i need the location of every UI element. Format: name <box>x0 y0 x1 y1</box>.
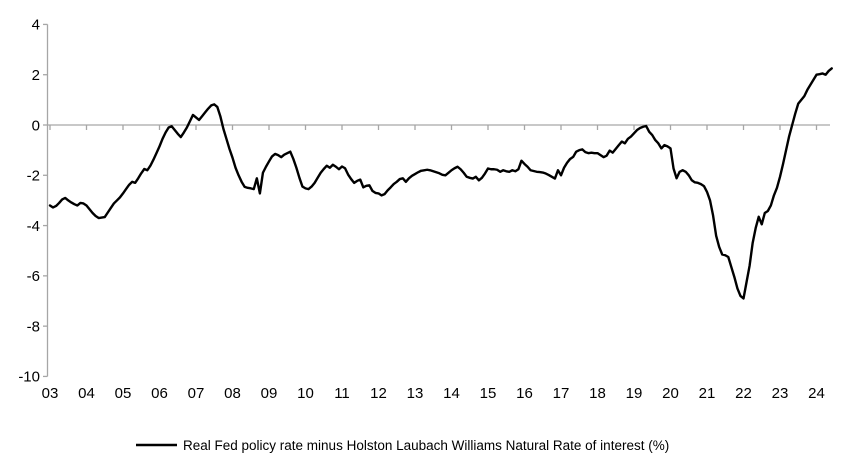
x-tick-label: 18 <box>589 385 606 402</box>
y-tick-label: 0 <box>32 117 40 134</box>
x-tick-label: 06 <box>151 385 168 402</box>
x-tick-label: 03 <box>42 385 59 402</box>
y-tick-label: -2 <box>27 168 40 185</box>
x-tick-label: 17 <box>553 385 570 402</box>
x-tick-label: 12 <box>370 385 387 402</box>
x-tick-label: 08 <box>224 385 241 402</box>
x-tick-label: 23 <box>772 385 789 402</box>
y-tick-label: -6 <box>27 268 40 285</box>
x-axis: 03 04 05 06 07 08 09 10 11 12 13 14 15 16 17 18 19 20 21 22… <box>42 125 825 402</box>
x-tick-label: 07 <box>188 385 205 402</box>
x-tick-label: 14 <box>443 385 460 402</box>
x-tick-label: 11 <box>334 385 350 402</box>
x-tick-label: 10 <box>297 385 314 402</box>
legend: Real Fed policy rate minus Holston Lauba… <box>136 438 669 453</box>
x-tick-label: 20 <box>662 385 679 402</box>
x-tick-label: 04 <box>78 385 95 402</box>
x-tick-label: 22 <box>735 385 752 402</box>
x-tick-label: 16 <box>516 385 533 402</box>
x-tick-label: 19 <box>626 385 643 402</box>
x-tick-label: 15 <box>480 385 497 402</box>
legend-label: Real Fed policy rate minus Holston Lauba… <box>183 438 669 453</box>
y-tick-label: -4 <box>27 218 40 235</box>
y-tick-label: -10 <box>18 369 40 386</box>
y-tick-label: -8 <box>27 318 40 335</box>
x-tick-label: 21 <box>699 385 716 402</box>
y-tick-label: 2 <box>32 67 40 84</box>
x-tick-label: 13 <box>407 385 424 402</box>
x-tick-label: 09 <box>261 385 278 402</box>
y-tick-label: 4 <box>32 17 40 34</box>
x-tick-label: 05 <box>115 385 132 402</box>
x-tick-label: 24 <box>808 385 825 402</box>
y-axis: 4 2 0 -2 -4 -6 -8 -10 <box>18 17 49 386</box>
series-line <box>48 67 833 300</box>
